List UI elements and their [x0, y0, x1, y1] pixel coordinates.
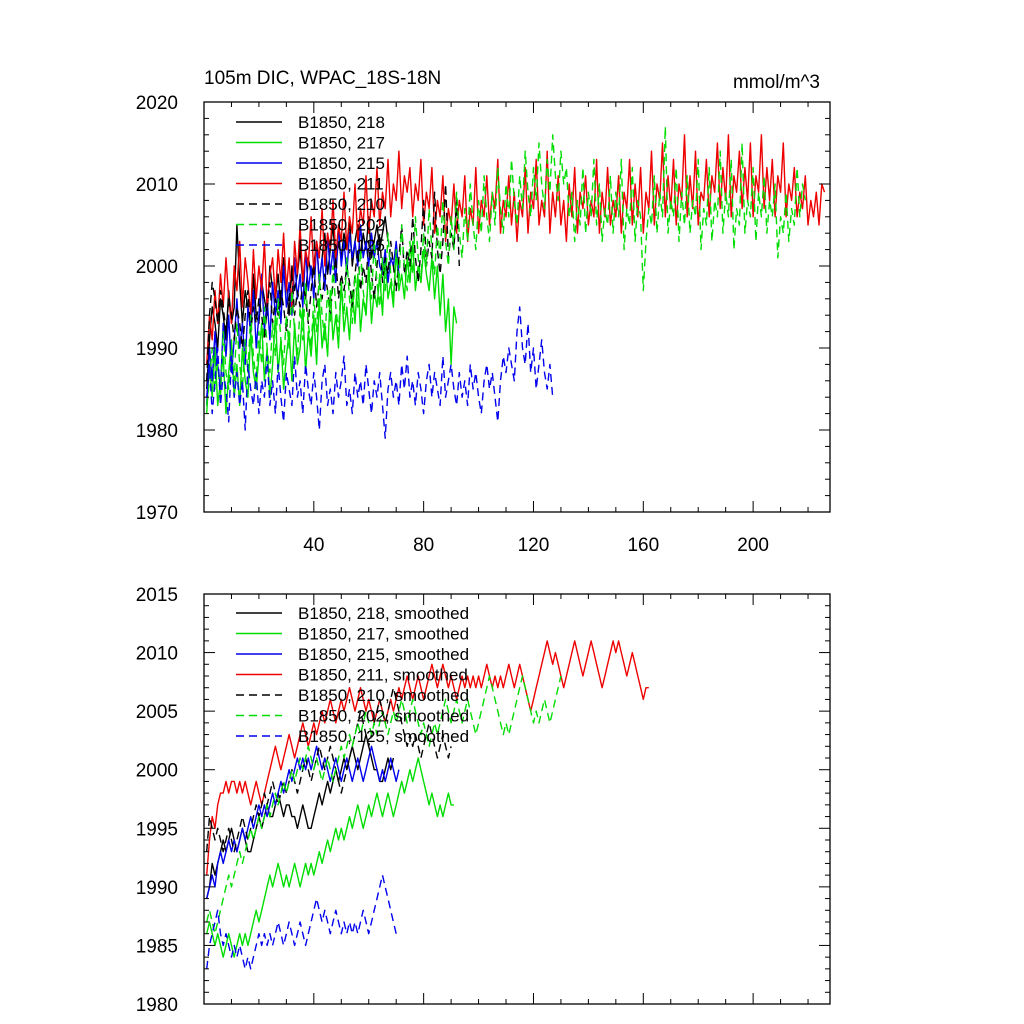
- series-line-3: [206, 640, 649, 876]
- top-panel-ticks: 40 80 120 160 200 1970 1980 1990 2000 2010 2020: [136, 93, 830, 556]
- top-panel-units: mmol/m^3: [733, 72, 820, 93]
- y-tick-label: 2015: [136, 585, 178, 606]
- y-tick-label: 1970: [136, 503, 178, 524]
- x-tick-label: 160: [627, 535, 659, 556]
- y-tick-label: 1980: [136, 995, 178, 1016]
- series-line-5: [206, 125, 806, 406]
- y-tick-label: 1995: [136, 819, 178, 840]
- series-line-2: [206, 224, 400, 406]
- series-line-4: [206, 687, 452, 853]
- legend-label: B1850, 202: [298, 216, 385, 235]
- y-tick-label: 2005: [136, 702, 178, 723]
- series-line-2: [206, 745, 400, 899]
- y-tick-label: 1990: [136, 339, 178, 360]
- top-panel-series: [206, 125, 826, 439]
- top-panel-frame: [203, 101, 831, 513]
- series-line-1: [206, 240, 458, 415]
- series-line-5: [206, 675, 562, 935]
- y-tick-label: 2010: [136, 644, 178, 665]
- legend-label: B1850, 218: [298, 113, 385, 132]
- series-line-1: [206, 757, 454, 958]
- y-tick-label: 1990: [136, 878, 178, 899]
- legend-label: B1850, 217, smoothed: [298, 625, 469, 644]
- y-tick-label: 2020: [136, 93, 178, 114]
- series-line-6: [206, 306, 554, 439]
- series-line-6: [206, 874, 397, 970]
- legend-label: B1850, 217: [298, 134, 385, 153]
- legend-label: B1850, 202, smoothed: [298, 707, 469, 726]
- y-tick-label: 2000: [136, 257, 178, 278]
- y-tick-label: 2000: [136, 761, 178, 782]
- legend-label: B1850, 125, smoothed: [298, 727, 469, 746]
- bottom-panel-series: [206, 640, 649, 970]
- series-line-4: [206, 183, 460, 381]
- top-panel: 105m DIC, WPAC_18S-18N mmol/m^3 40 80 120 1…: [136, 68, 831, 556]
- y-tick-label: 2010: [136, 175, 178, 196]
- x-tick-label: 120: [518, 535, 550, 556]
- x-tick-label: 200: [737, 535, 769, 556]
- bottom-panel-ticks: 1980 1985 1990 1995 2000 2005 2010 2015: [136, 585, 830, 1016]
- bottom-panel: 1980 1985 1990 1995 2000 2005 2010 2015 B1850, …: [136, 585, 831, 1016]
- legend-label: B1850, 211: [298, 175, 384, 194]
- legend-label: B1850, 125: [298, 236, 385, 255]
- legend-label: B1850, 211, smoothed: [298, 666, 468, 685]
- legend-label: B1850, 218, smoothed: [298, 604, 469, 623]
- x-tick-label: 40: [303, 535, 324, 556]
- y-tick-label: 1980: [136, 421, 178, 442]
- x-tick-label: 80: [413, 535, 434, 556]
- y-tick-label: 1985: [136, 936, 178, 957]
- legend-label: B1850, 210, smoothed: [298, 686, 469, 705]
- legend-label: B1850, 210: [298, 195, 385, 214]
- bottom-panel-legend: B1850, 218, smoothed B1850, 217, smoothed…: [236, 604, 469, 746]
- legend-label: B1850, 215: [298, 154, 385, 173]
- bottom-panel-frame: [203, 593, 831, 1005]
- top-panel-title: 105m DIC, WPAC_18S-18N: [204, 68, 441, 89]
- legend-label: B1850, 215, smoothed: [298, 645, 469, 664]
